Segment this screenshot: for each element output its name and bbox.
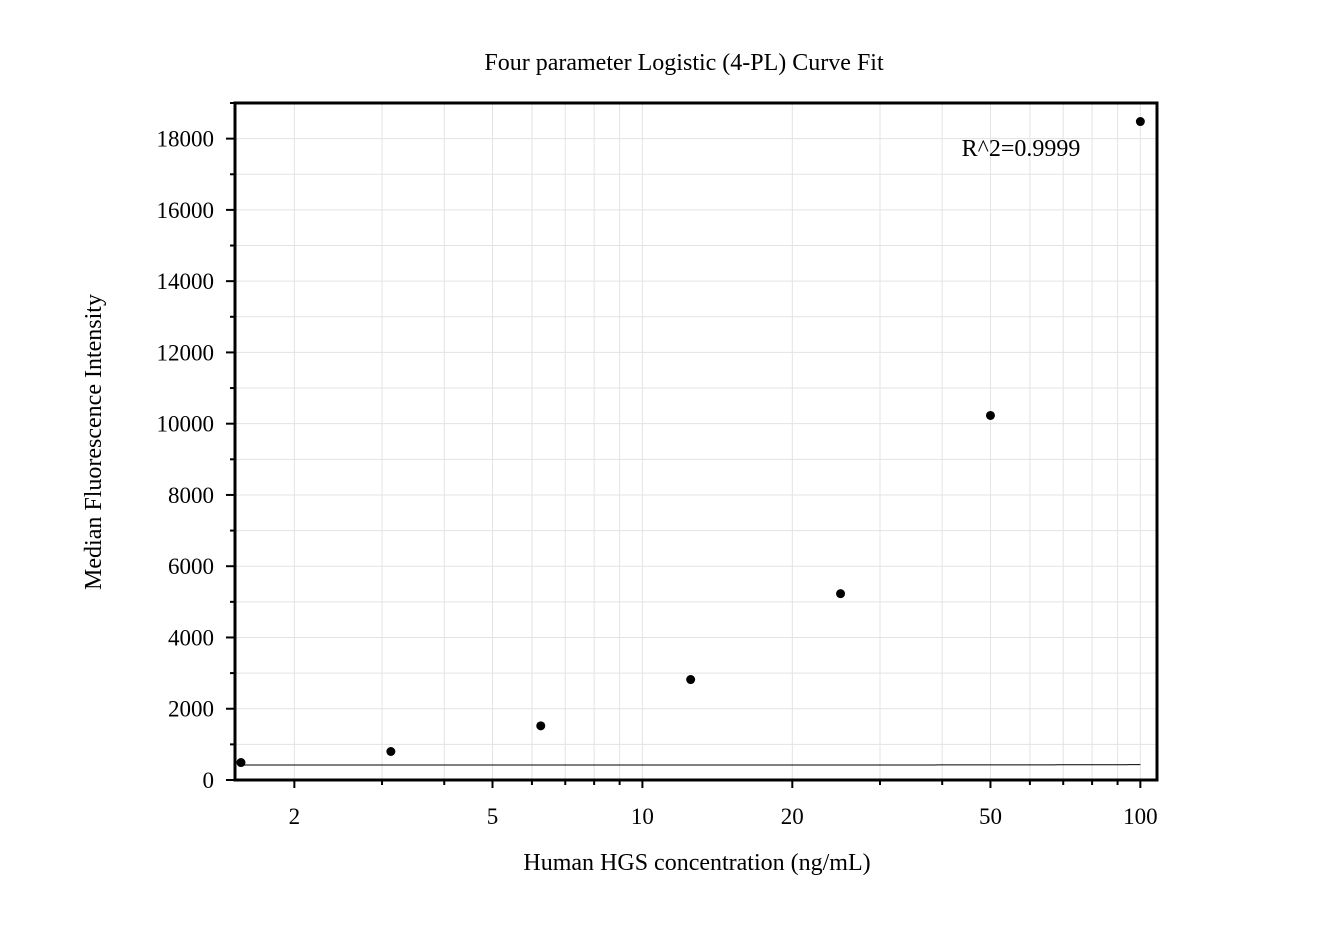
data-point [686, 675, 696, 685]
r-squared-annotation: R^2=0.9999 [962, 136, 1081, 162]
data-point [536, 721, 546, 731]
x-tick-label: 20 [781, 804, 804, 829]
data-point [386, 746, 396, 756]
x-tick-label: 50 [979, 804, 1002, 829]
y-tick-label: 8000 [168, 483, 214, 508]
data-points [236, 117, 1145, 768]
y-tick-label: 2000 [168, 697, 214, 722]
data-point [236, 758, 246, 768]
y-axis-label: Median Fluorescence Intensity [81, 294, 107, 590]
x-tick-label: 10 [631, 804, 654, 829]
y-tick-label: 4000 [168, 625, 214, 650]
data-point [1135, 117, 1145, 127]
plot-frame [233, 101, 1159, 782]
x-axis-label: Human HGS concentration (ng/mL) [523, 850, 870, 876]
y-tick-label: 12000 [157, 340, 215, 365]
grid [235, 102, 1157, 781]
axes: 2 5 10 20 50 100 0 2000 4000 6000 8000 10000 12000 14… [157, 102, 1158, 829]
chart-title: Four parameter Logistic (4-PL) Curve Fit [484, 50, 884, 76]
y-tick-label: 10000 [157, 412, 215, 437]
y-tick-label: 16000 [157, 198, 215, 223]
y-tick-label: 0 [203, 768, 215, 793]
data-point [985, 410, 995, 420]
y-tick-label: 18000 [157, 127, 215, 152]
y-tick-label: 6000 [168, 554, 214, 579]
x-tick-label: 100 [1123, 804, 1158, 829]
data-point [836, 589, 846, 599]
x-tick-label: 5 [487, 804, 499, 829]
x-tick-label: 2 [289, 804, 301, 829]
y-tick-label: 14000 [157, 269, 215, 294]
